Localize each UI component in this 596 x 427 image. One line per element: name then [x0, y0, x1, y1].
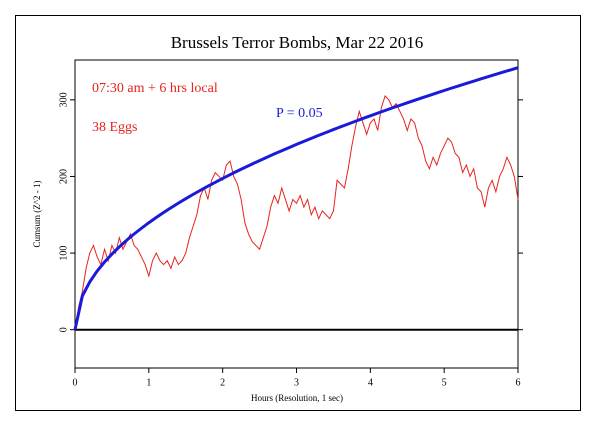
x-tick-label: 3	[294, 377, 299, 388]
series-line	[73, 66, 519, 331]
frame	[15, 15, 581, 411]
x-tick-label: 4	[368, 377, 373, 388]
x-tick-label: 5	[442, 377, 447, 388]
y-tick-label: 300	[58, 92, 69, 107]
annotation: 07:30 am + 6 hrs local	[92, 81, 218, 96]
x-tick-label: 6	[516, 377, 521, 388]
x-tick-label: 2	[220, 377, 225, 388]
y-tick-label: 0	[58, 327, 69, 332]
series-line	[74, 95, 519, 330]
annotation: 38 Eggs	[92, 120, 138, 135]
x-tick-label: 0	[73, 377, 78, 388]
legend-label: P = 0.05	[276, 106, 323, 121]
y-axis-label: Cumsum (Z^2 - 1)	[32, 181, 42, 248]
x-axis-label: Hours (Resolution, 1 sec)	[251, 393, 343, 403]
y-tick-label: 200	[58, 169, 69, 184]
y-tick-label: 100	[58, 246, 69, 261]
chart-title: Brussels Terror Bombs, Mar 22 2016	[171, 33, 424, 52]
x-tick-label: 1	[146, 377, 151, 388]
